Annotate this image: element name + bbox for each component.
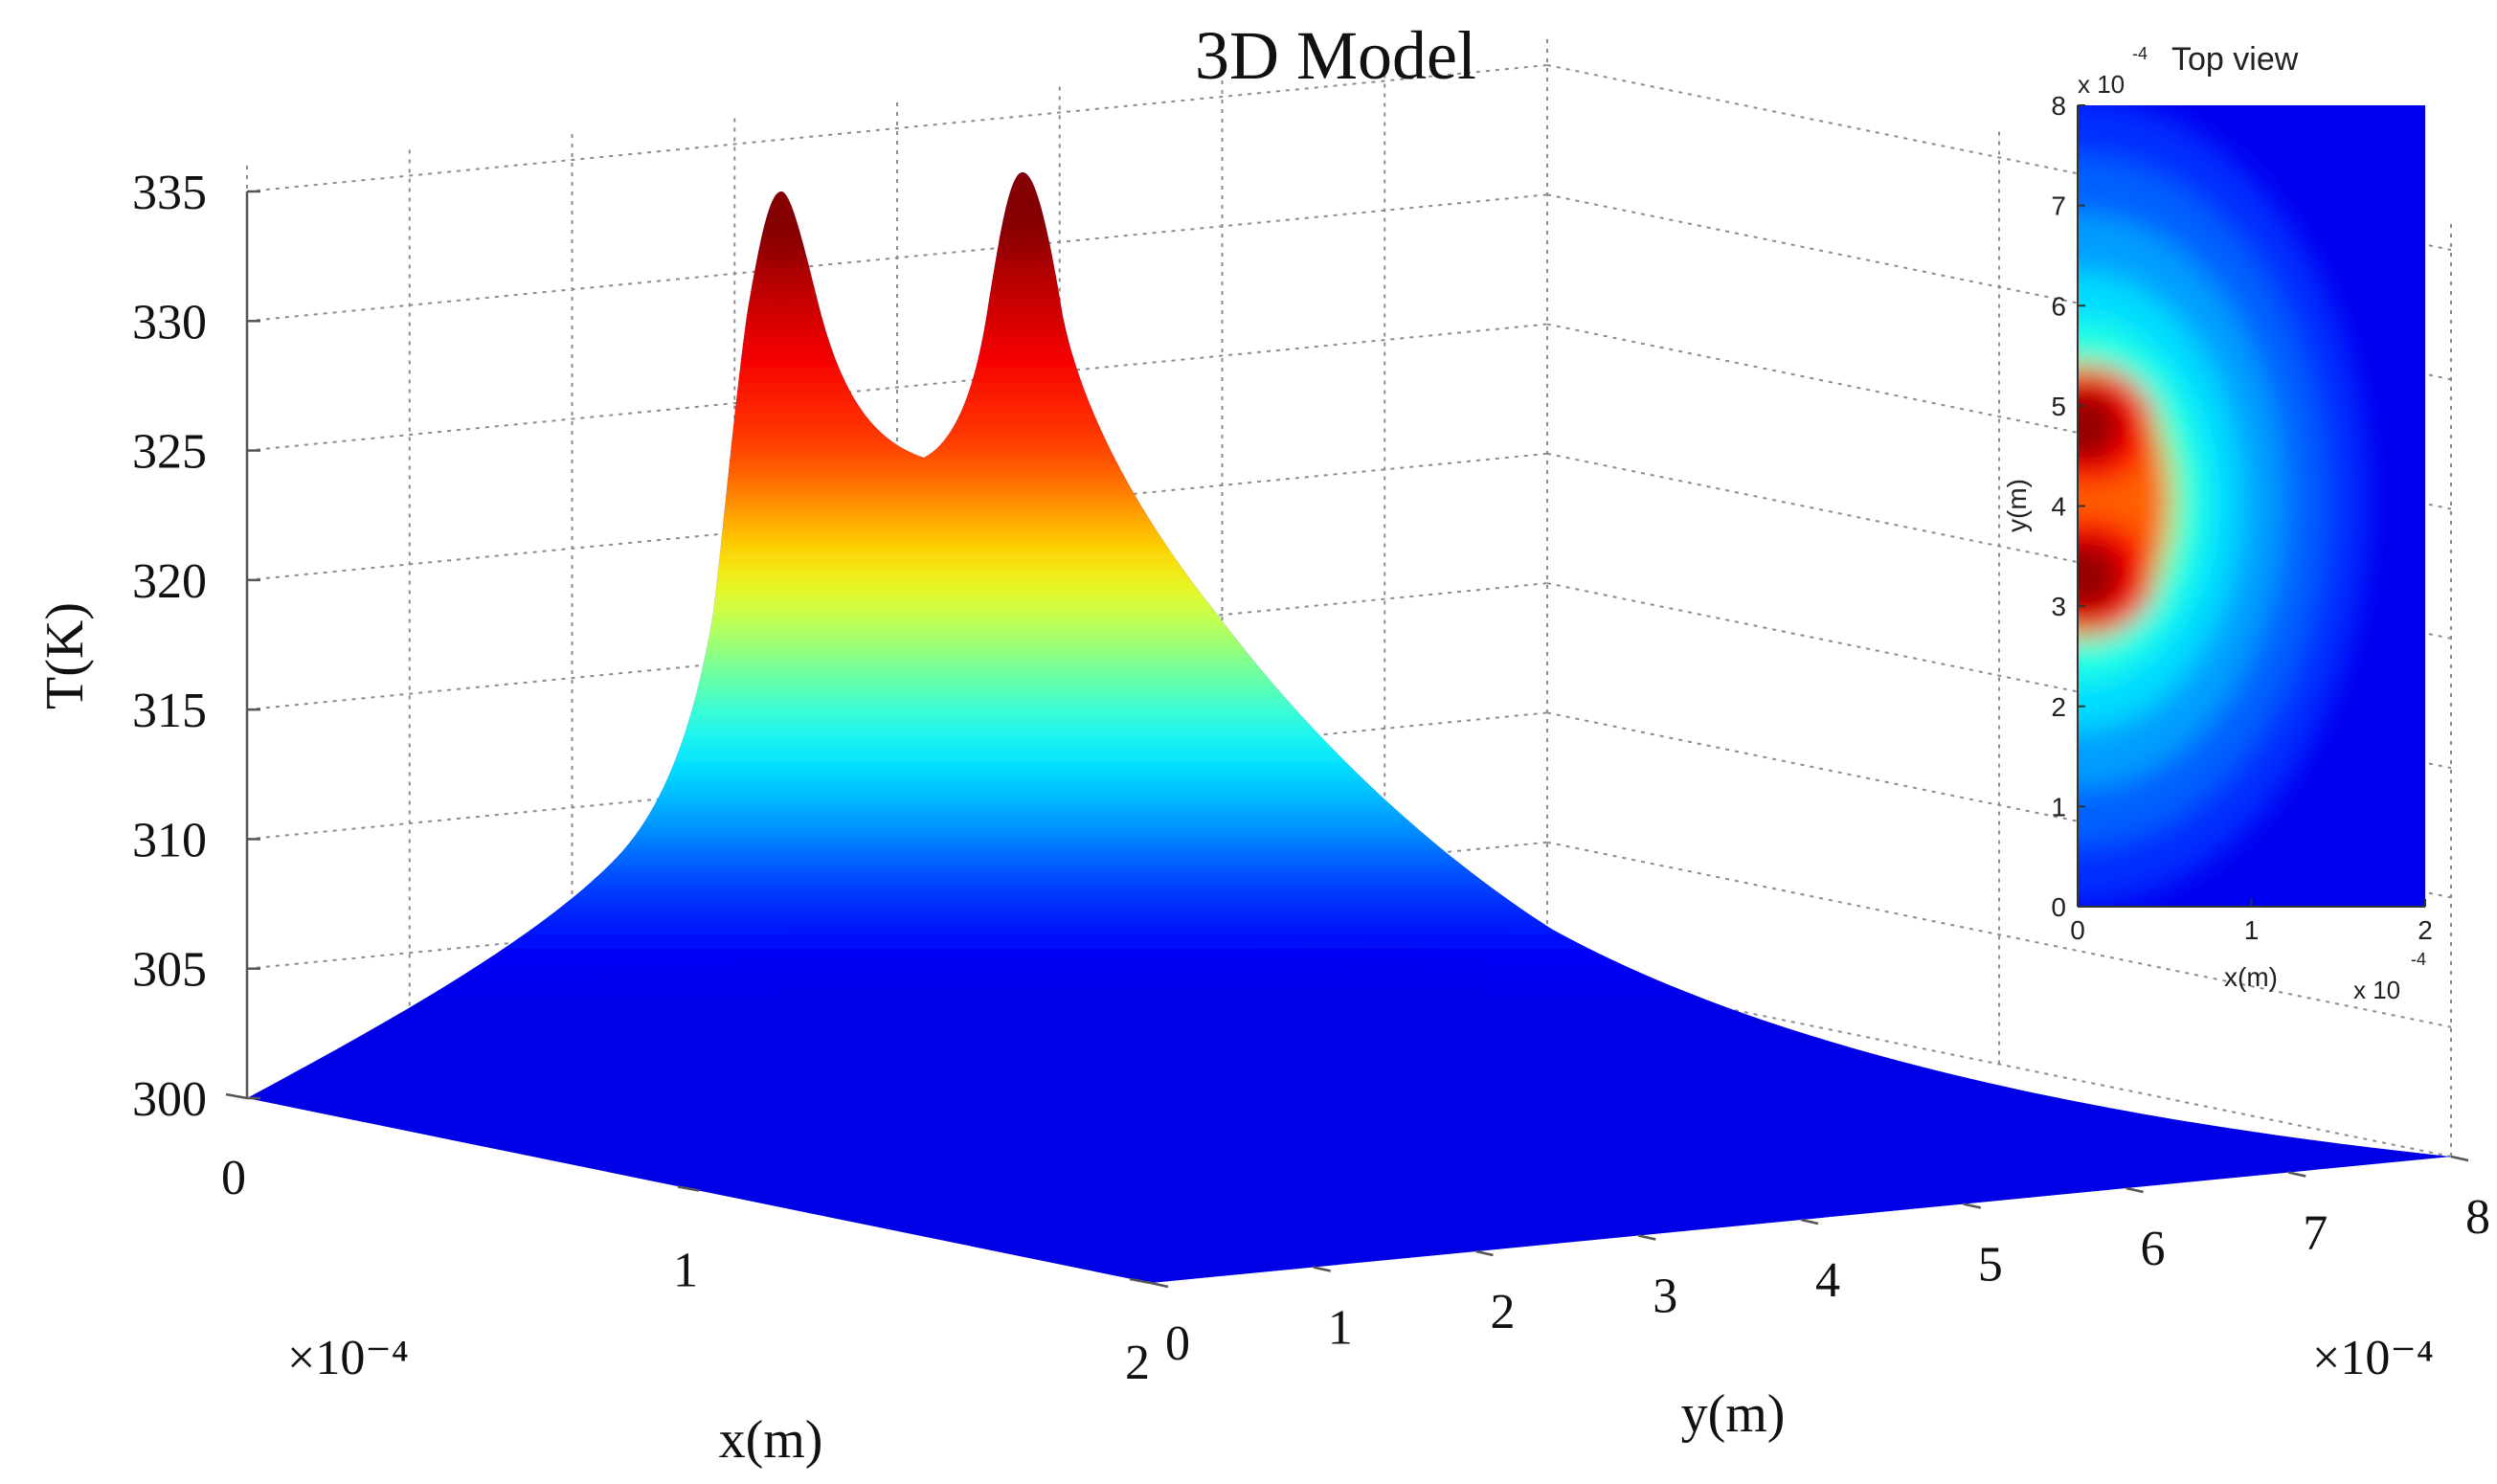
inset-hot-spot-core [2078,539,2122,613]
y-tick-label: 6 [2141,1222,2166,1276]
y-multiplier-label: ×10⁻⁴ [2312,1331,2434,1385]
z-tick-label: 320 [132,554,207,609]
y-tick-label: 7 [2303,1206,2328,1261]
y-tick [2126,1186,2144,1194]
y-tick-label: 0 [1165,1316,1190,1371]
z-tick-label: 310 [132,813,207,867]
inset-x-exponent: -4 [2411,950,2426,969]
inset-y-tick-label: 1 [2051,792,2066,821]
z-tick-label: 315 [132,684,207,738]
inset-x-tick-label: 2 [2418,915,2433,945]
peak-right [984,172,1061,259]
inset-y-tick-label: 3 [2051,592,2066,621]
inset-y-tick-label: 6 [2051,291,2066,321]
y-axis-label: y(m) [1681,1384,1786,1444]
z-tick-label: 325 [132,425,207,480]
inset-y-tick-label: 8 [2051,91,2066,121]
y-tick-label: 4 [1815,1253,1840,1308]
y-tick [1963,1203,1982,1209]
y-tick [1313,1266,1332,1272]
inset-y-tick-label: 5 [2051,392,2066,421]
inset-title: Top view [2171,41,2299,78]
peak-left [743,172,820,278]
z-axis-label: T(K) [35,602,95,709]
x-tick-label: 0 [221,1151,246,1205]
inset-x-tick-label: 0 [2070,915,2085,945]
inset-y-tick-label: 4 [2051,492,2066,522]
y-tick-label: 5 [1978,1238,2003,1293]
chart-title: 3D Model [1195,17,1476,94]
y-tick-label: 8 [2465,1190,2490,1245]
inset-y-tick-label: 2 [2051,692,2066,722]
z-tick-label: 300 [132,1072,207,1127]
x-tick [677,1185,700,1192]
y-tick [1800,1218,1819,1225]
inset-y-exponent: -4 [2132,44,2148,63]
z-tick-label: 305 [132,943,207,998]
top-view-inset: 0 1 2 3 4 5 6 7 8 0 1 2 [2051,91,2433,945]
inset-heatmap [2078,105,2425,907]
x-axis-label: x(m) [719,1410,823,1470]
y-tick [2287,1171,2306,1178]
grid-line-z-left-wall [246,64,1548,192]
inset-y-multiplier: x 10 [2078,70,2125,99]
y-tick [1637,1234,1656,1241]
y-tick [1475,1249,1494,1257]
inset-y-tick-label: 7 [2051,191,2066,221]
grid-line-z-back-wall [1546,841,2452,1028]
y-tick-label: 3 [1653,1270,1677,1324]
y-tick [1150,1281,1169,1289]
y-tick-label: 2 [1491,1285,1516,1339]
z-tick-label: 335 [132,166,207,220]
x-multiplier-label: ×10⁻⁴ [287,1331,409,1385]
y-tick-label: 1 [1328,1301,1353,1356]
inset-hot-spot-core [2078,389,2122,462]
inset-contours [2078,105,2368,904]
inset-x-multiplier: x 10 [2353,976,2400,1004]
grid-line-z-left-wall [246,323,1548,452]
inset-x-axis-label: x(m) [2224,962,2278,992]
x-tick-label: 2 [1125,1336,1150,1390]
x-tick [225,1092,248,1100]
surface-floor [247,967,2451,1283]
x-tick-label: 1 [673,1244,698,1298]
inset-y-axis-label: y(m) [2002,479,2032,532]
inset-x-tick-label: 1 [2244,915,2260,945]
z-tick-label: 330 [132,295,207,349]
x-tick [1129,1277,1152,1285]
inset-y-tick-label: 0 [2051,892,2066,922]
y-tick [2450,1155,2469,1162]
